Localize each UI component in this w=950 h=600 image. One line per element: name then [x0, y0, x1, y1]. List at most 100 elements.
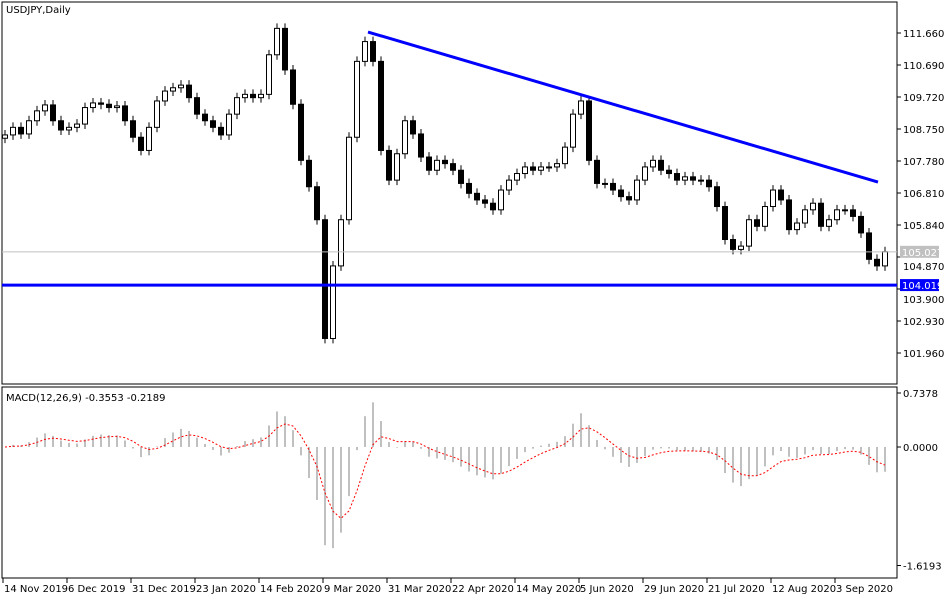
y-tick-label: 104.870 [903, 262, 944, 273]
candle-body [506, 179, 512, 191]
y-tick-label: 109.720 [903, 93, 944, 104]
macd-y-tick-label: 0.7378 [903, 389, 938, 400]
candle-body [850, 209, 856, 217]
candle-body [650, 159, 656, 168]
candle-body [490, 202, 496, 211]
candle-body [106, 103, 112, 109]
candle-body [530, 166, 536, 171]
candle-body [754, 219, 760, 227]
price-axis: 111.660 110.690 109.720 108.750 107.780 106.8… [897, 29, 944, 360]
candle-body [538, 166, 544, 171]
macd-title: MACD(12,26,9) -0.3553 -0.2189 [6, 393, 166, 404]
candle-body [578, 100, 584, 115]
candle-body [114, 105, 120, 109]
x-tick-label: 14 Nov 2019 [4, 584, 68, 595]
x-tick-label: 31 Dec 2019 [132, 584, 196, 595]
candle-body [610, 182, 616, 191]
candles [2, 23, 888, 344]
x-tick-label: 6 Dec 2019 [68, 584, 126, 595]
candle-body [386, 149, 392, 181]
candle-body [250, 93, 256, 99]
candle-body [818, 202, 824, 227]
candle-body [634, 179, 640, 201]
macd-signal-line [4, 423, 886, 520]
x-tick-label: 23 Jan 2020 [196, 584, 256, 595]
candle-body [450, 163, 456, 171]
x-tick-label: 31 Mar 2020 [388, 584, 451, 595]
macd-series [4, 402, 886, 549]
candle-body [242, 93, 248, 99]
candle-body [130, 120, 136, 138]
candle-body [146, 126, 152, 151]
candle-body [482, 199, 488, 204]
support-price-label: 104.019 [902, 281, 943, 292]
candle-body [162, 90, 168, 102]
y-tick-label: 108.750 [903, 125, 944, 136]
candle-body [674, 173, 680, 181]
resistance-trendline [367, 30, 879, 184]
x-tick-label: 5 Jun 2020 [580, 584, 634, 595]
candle-body [722, 206, 728, 241]
candle-body [2, 134, 8, 139]
candle-body [370, 41, 376, 62]
candle-body [738, 245, 744, 250]
candle-body [170, 87, 176, 92]
candle-body [282, 27, 288, 71]
macd-y-tick-label: -1.6193 [903, 562, 942, 573]
candle-body [666, 169, 672, 175]
candle-body [274, 27, 280, 56]
candle-body [362, 41, 368, 62]
candle-body [866, 232, 872, 260]
x-tick-label: 12 Aug 2020 [772, 584, 836, 595]
candle-body [410, 120, 416, 135]
candle-body [842, 209, 848, 212]
candle-body [746, 219, 752, 247]
candle-body [714, 186, 720, 208]
overlay-lines [2, 30, 897, 287]
candle-body [698, 179, 704, 182]
current-price-label: 105.027 [902, 248, 943, 259]
y-tick-label: 103.900 [903, 295, 944, 306]
candle-body [658, 159, 664, 171]
candle-body [570, 113, 576, 148]
candle-body [66, 126, 72, 131]
candle-body [178, 84, 184, 89]
candle-body [122, 105, 128, 122]
candle-body [826, 219, 832, 227]
candle-body [594, 159, 600, 184]
y-tick-label: 107.780 [903, 157, 944, 168]
candle-body [554, 163, 560, 168]
y-tick-label: 105.840 [903, 221, 944, 232]
candle-body [314, 186, 320, 221]
candle-body [882, 251, 888, 267]
candle-body [602, 182, 608, 185]
candle-body [586, 100, 592, 161]
candle-body [354, 60, 360, 138]
candle-body [546, 166, 552, 169]
candle-body [10, 126, 16, 136]
candle-body [58, 120, 64, 131]
candle-body [786, 199, 792, 231]
candle-body [330, 265, 336, 339]
candle-body [762, 206, 768, 227]
candle-body [290, 69, 296, 105]
candle-body [234, 97, 240, 115]
candle-body [458, 169, 464, 184]
candle-body [394, 153, 400, 181]
y-tick-label: 110.690 [903, 61, 944, 72]
candle-body [42, 104, 48, 112]
candle-body [202, 113, 208, 122]
candle-body [194, 97, 200, 115]
candle-body [226, 113, 232, 136]
candle-body [210, 120, 216, 128]
x-tick-label: 3 Sep 2020 [836, 584, 893, 595]
candle-body [50, 104, 56, 122]
support-price-badge [900, 279, 939, 292]
candle-body [418, 133, 424, 158]
candle-body [338, 219, 344, 267]
candle-body [298, 103, 304, 161]
candle-body [690, 176, 696, 181]
candle-body [730, 239, 736, 250]
candle-body [378, 60, 384, 151]
x-tick-label: 9 Mar 2020 [324, 584, 381, 595]
